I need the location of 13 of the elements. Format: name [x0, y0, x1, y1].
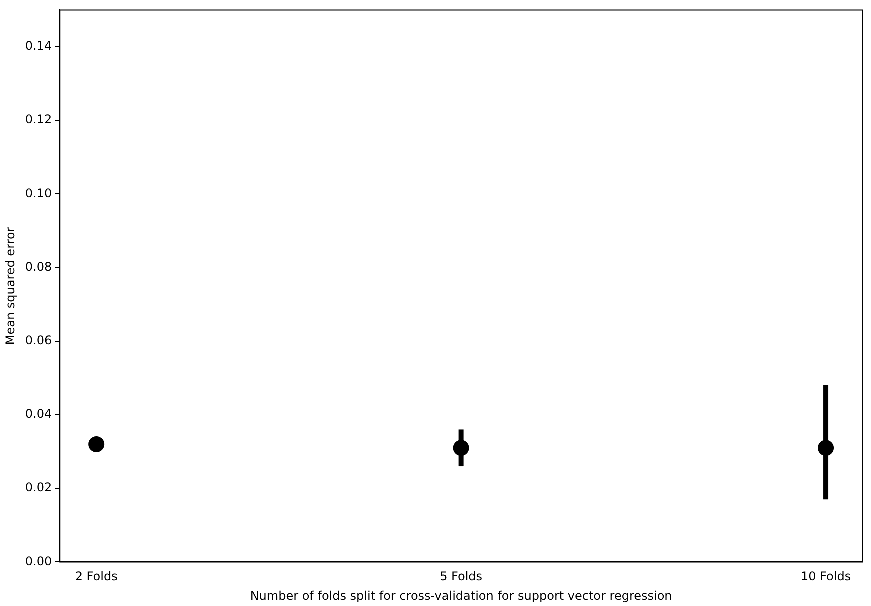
y-tick-label: 0.06 — [25, 334, 52, 348]
y-tick-label: 0.04 — [25, 407, 52, 422]
y-tick-label: 0.10 — [25, 186, 52, 200]
x-tick-label: 2 Folds — [75, 570, 118, 584]
x-axis-title: Number of folds split for cross-validation for support vector regression — [250, 588, 672, 603]
y-tick-label: 0.02 — [25, 480, 52, 495]
y-tick-label: 0.12 — [25, 112, 52, 127]
x-tick-label: 10 Folds — [800, 570, 852, 584]
y-tick-label: 0.08 — [25, 260, 52, 274]
x-tick-label: 5 Folds — [440, 570, 483, 584]
y-axis-title: Mean squared error — [3, 227, 18, 346]
y-tick-label: 0.14 — [25, 39, 52, 54]
y-tick-label: 0.00 — [25, 554, 52, 568]
